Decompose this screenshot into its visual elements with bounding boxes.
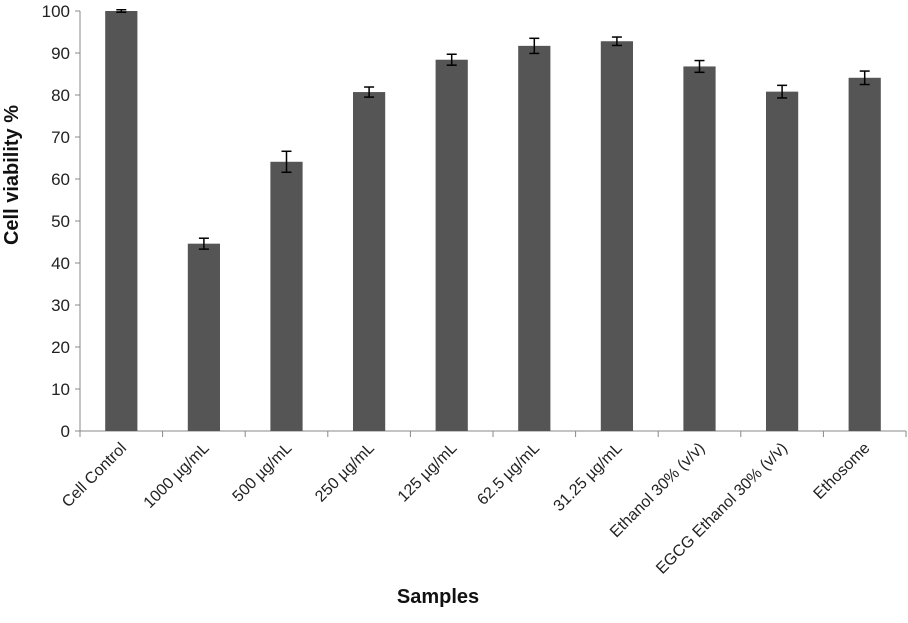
y-tick-label: 30 xyxy=(51,296,70,315)
y-axis-title: Cell viability % xyxy=(1,105,23,245)
x-axis-title: Samples xyxy=(397,586,479,608)
x-tick-label: 1000 µg/mL xyxy=(141,440,213,512)
x-tick-label: EGCG Ethanol 30% (v/v) xyxy=(653,440,791,578)
x-tick-label: 250 µg/mL xyxy=(312,440,378,506)
bar xyxy=(270,161,303,431)
bar xyxy=(518,45,551,432)
x-tick-label: Ethosome xyxy=(811,440,874,503)
bars xyxy=(105,11,881,432)
y-tick-label: 80 xyxy=(51,86,70,105)
bar xyxy=(187,243,221,431)
bar xyxy=(765,91,799,431)
x-axis: Cell Control 1000 µg/mL 500 µg/mL 250 µg/mL… xyxy=(59,430,907,578)
x-tick-label: Cell Control xyxy=(59,440,130,511)
y-axis: 0 10 20 30 40 50 60 70 80 90 100 xyxy=(42,2,81,441)
y-tick-label: 0 xyxy=(61,422,70,441)
bar xyxy=(435,59,468,431)
bar xyxy=(105,11,138,431)
x-tick-label: 31.25 µg/mL xyxy=(551,440,626,515)
x-tick-label: 125 µg/mL xyxy=(395,440,461,506)
y-tick-label: 100 xyxy=(42,2,70,21)
bar xyxy=(848,77,881,431)
y-tick-label: 70 xyxy=(51,128,70,147)
y-tick-label: 40 xyxy=(51,254,70,273)
bar xyxy=(683,66,716,431)
x-tick-label: 62.5 µg/mL xyxy=(474,440,543,509)
y-tick-label: 10 xyxy=(51,380,70,399)
y-tick-label: 60 xyxy=(51,170,70,189)
y-tick-label: 50 xyxy=(51,212,70,231)
y-tick-label: 90 xyxy=(51,44,70,63)
bar xyxy=(352,92,386,431)
bar xyxy=(600,41,634,432)
x-tick-label: 500 µg/mL xyxy=(230,440,296,506)
y-tick-label: 20 xyxy=(51,338,70,357)
error-bars xyxy=(116,8,870,250)
